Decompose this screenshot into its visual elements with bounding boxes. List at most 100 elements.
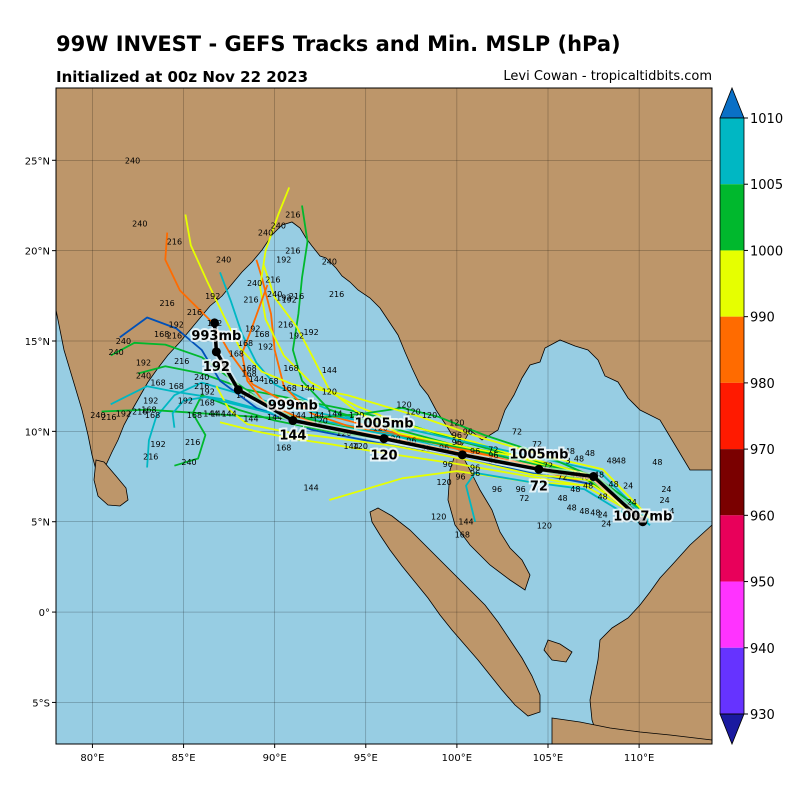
forecast-hour-label: 72 bbox=[543, 462, 553, 471]
member-track bbox=[465, 472, 642, 525]
colorbar-tick-label: 1000 bbox=[750, 244, 783, 259]
colorbar-tick-label: 950 bbox=[750, 576, 775, 591]
forecast-hour-label: 216 bbox=[185, 438, 200, 447]
forecast-hour-label: 120 bbox=[406, 407, 421, 416]
forecast-hour-label: 48 bbox=[574, 454, 584, 463]
lat-tick-label: 5°S bbox=[32, 698, 50, 709]
mean-label-halo: 1007mb bbox=[613, 510, 672, 525]
forecast-hour-label: 120 bbox=[449, 418, 464, 427]
mean-label: 192 bbox=[203, 360, 230, 375]
forecast-hour-label: 216 bbox=[101, 413, 116, 422]
forecast-hour-label: 120 bbox=[322, 388, 337, 397]
lon-tick-label: 110°E bbox=[624, 753, 654, 764]
colorbar-band bbox=[720, 184, 744, 251]
forecast-hour-label: 216 bbox=[143, 453, 158, 462]
colorbar-band bbox=[720, 647, 744, 714]
forecast-hour-label: 144 bbox=[221, 409, 236, 418]
mean-track-labels: 1007mb1007mb1005mb1005mb72721005mb1005mb… bbox=[189, 327, 674, 527]
forecast-hour-label: 48 bbox=[594, 471, 604, 480]
forecast-hour-label: 216 bbox=[285, 211, 300, 220]
forecast-hour-label: 48 bbox=[585, 449, 595, 458]
colorbar-top-arrow bbox=[719, 86, 745, 119]
member-track bbox=[215, 385, 644, 525]
forecast-hour-label: 120 bbox=[422, 411, 437, 420]
forecast-hour-label: 168 bbox=[154, 330, 169, 339]
forecast-hour-label: 168 bbox=[229, 350, 244, 359]
mean-track-point bbox=[379, 434, 389, 444]
forecast-hour-label: 216 bbox=[132, 407, 147, 416]
forecast-hour-label: 144 bbox=[458, 518, 473, 527]
mean-track-point bbox=[638, 517, 648, 527]
forecast-hour-label: 72 bbox=[488, 445, 498, 454]
forecast-hour-label: 168 bbox=[187, 411, 202, 420]
forecast-hour-label: 216 bbox=[329, 290, 344, 299]
member-track bbox=[329, 470, 647, 523]
forecast-hour-label: 168 bbox=[254, 330, 269, 339]
mean-label-halo: 192 bbox=[203, 360, 230, 375]
forecast-hour-label: 168 bbox=[263, 377, 278, 386]
colorbar-tick-label: 1005 bbox=[750, 178, 783, 193]
forecast-hour-label: 24 bbox=[627, 498, 637, 507]
forecast-hour-label: 144 bbox=[327, 409, 342, 418]
forecast-hour-label: 240 bbox=[271, 221, 286, 230]
forecast-hour-label: 192 bbox=[205, 292, 220, 301]
forecast-hour-label: 144 bbox=[344, 442, 359, 451]
land-malay-islands bbox=[543, 639, 573, 663]
forecast-hour-label: 96 bbox=[516, 485, 526, 494]
forecast-hour-label: 192 bbox=[276, 256, 291, 265]
mean-label-halo: 1005mb bbox=[509, 447, 568, 462]
colorbar: 1010 1005 1000 990 980 970 960 950 940 930 bbox=[719, 86, 783, 746]
member-track bbox=[146, 381, 649, 521]
mean-track-point bbox=[534, 464, 544, 474]
colorbar-band bbox=[720, 250, 744, 317]
lon-tick-label: 100°E bbox=[442, 753, 472, 764]
forecast-hour-label: 48 bbox=[609, 480, 619, 489]
mean-label: 999mb bbox=[268, 399, 318, 414]
mean-label-halo: 120 bbox=[370, 449, 397, 464]
forecast-hour-label: 96 bbox=[443, 460, 453, 469]
forecast-hour-label: 48 bbox=[557, 494, 567, 503]
mean-label-halo: 993mb bbox=[191, 329, 241, 344]
forecast-hour-label: 240 bbox=[132, 220, 147, 229]
forecast-hour-label: 24 bbox=[601, 520, 611, 529]
forecast-hour-label: 24 bbox=[623, 482, 633, 491]
axis-ticks: 80°E 85°E 90°E 95°E 100°E 105°E 110°E 5°S 0° 5°N 1… bbox=[25, 156, 655, 764]
member-track bbox=[184, 214, 651, 519]
forecast-hour-label: 48 bbox=[583, 482, 593, 491]
forecast-hour-label: 96 bbox=[470, 447, 480, 456]
forecast-hour-label: 96 bbox=[470, 469, 480, 478]
colorbar-frame bbox=[719, 117, 745, 715]
land-java bbox=[551, 717, 712, 744]
forecast-hour-label: 168 bbox=[282, 384, 297, 393]
forecast-hour-label: 3 bbox=[565, 456, 570, 465]
forecast-hour-label: 216 bbox=[174, 357, 189, 366]
colorbar-tick-label: 980 bbox=[750, 377, 775, 392]
forecast-hour-label: 168 bbox=[150, 379, 165, 388]
forecast-hour-label: 72 bbox=[519, 494, 529, 503]
forecast-hour-label: 216 bbox=[289, 292, 304, 301]
forecast-hour-label: 192 bbox=[245, 324, 260, 333]
colorbar-band bbox=[720, 581, 744, 648]
colorbar-band bbox=[720, 118, 744, 185]
forecast-hour-label: 96 bbox=[492, 485, 502, 494]
forecast-hour-label: 120 bbox=[313, 417, 328, 426]
forecast-hour-label: 48 bbox=[607, 456, 617, 465]
lon-tick-label: 85°E bbox=[172, 753, 196, 764]
mean-label-halo: 144 bbox=[279, 429, 306, 444]
forecast-hour-label: 192 bbox=[276, 294, 291, 303]
forecast-hour-label: 72 bbox=[557, 473, 567, 482]
forecast-hour-label: 168 bbox=[455, 530, 470, 539]
forecast-hour-label: 72 bbox=[532, 440, 542, 449]
forecast-hour-label: 120 bbox=[436, 478, 451, 487]
forecast-hour-label: 168 bbox=[200, 398, 215, 407]
mean-track-point bbox=[288, 416, 298, 426]
colorbar-tick-label: 990 bbox=[750, 311, 775, 326]
forecast-hour-label: 144 bbox=[300, 384, 315, 393]
colorbar-band bbox=[720, 382, 744, 450]
forecast-hour-label: 192 bbox=[178, 397, 193, 406]
forecast-hour-label: 168 bbox=[145, 411, 160, 420]
forecast-hour-label: 144 bbox=[267, 413, 282, 422]
forecast-hour-label: 120 bbox=[431, 512, 446, 521]
forecast-hour-label: 144 bbox=[303, 483, 318, 492]
forecast-hour-label: 96 bbox=[470, 464, 480, 473]
